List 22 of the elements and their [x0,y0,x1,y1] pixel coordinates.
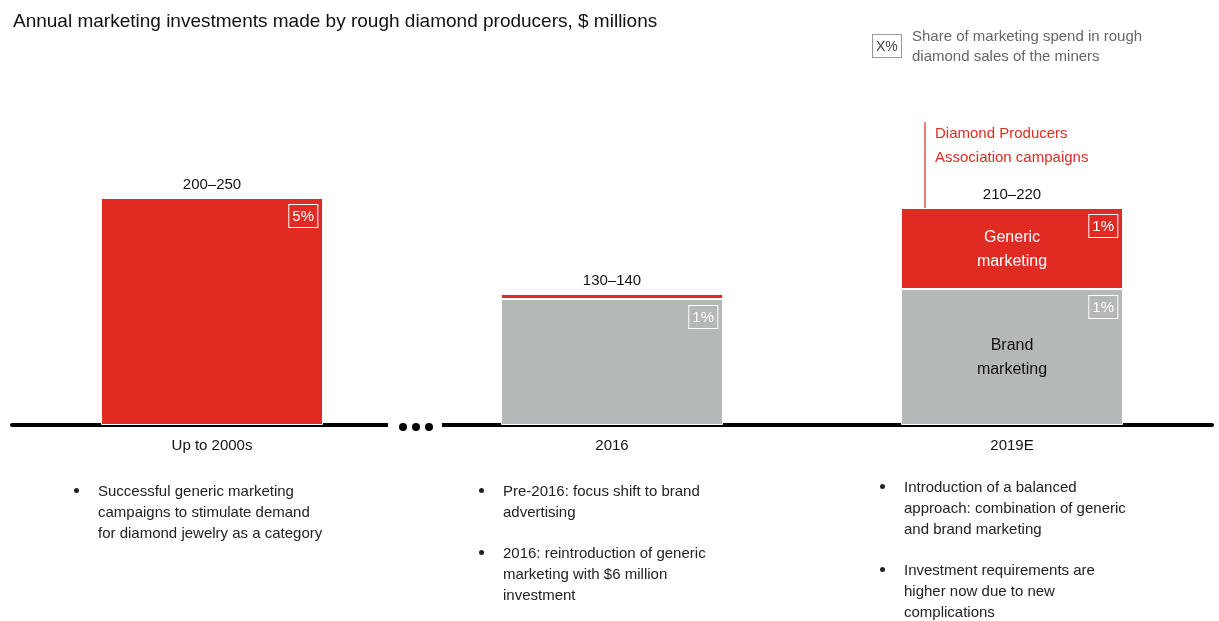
text: Successful generic marketing campaigns to stimulate demand for diamond jewelry as a category [98,481,323,543]
series-label: Generic marketing [975,226,1049,271]
series-label: Brand marketing [975,335,1049,379]
text: X% [872,34,902,58]
text: Diamond Producers Association campaigns [935,123,1090,167]
x-tick-label: 2016 [595,436,629,453]
chart-title: Annual marketing investments made by rough diamond producers, $ millions [13,10,658,31]
text: Investment requirements are higher now due to new complications [904,560,1096,621]
total-label: 200–250 [182,175,242,192]
annotation: 5% [288,204,318,228]
x-tick-label: 2019E [990,436,1034,453]
total-label: 210–220 [982,184,1042,202]
x-tick-label: Up to 2000s [171,436,253,453]
text: Pre-2016: focus shift to brand advertising [503,481,701,522]
annotation: 1% [1088,213,1118,238]
bar [101,198,323,425]
text: Introduction of a balanced approach: combination of generic and brand marketing [904,477,1127,539]
total-label: 130–140 [582,271,642,289]
annotation: 1% [688,305,718,329]
text: 2016: reintroduction of generic marketing with $6 million investment [503,543,707,605]
annotation: 1% [1088,295,1118,320]
text: Share of marketing spend in rough diamond sales of the miners [912,26,1144,66]
